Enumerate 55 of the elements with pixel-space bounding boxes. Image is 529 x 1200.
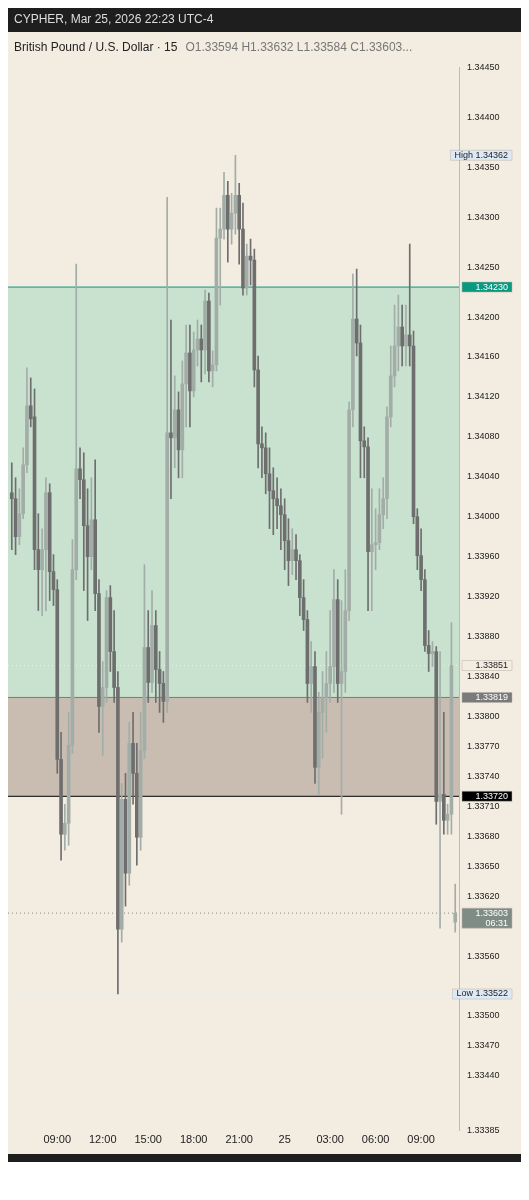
ref-line-label: 1.33851 <box>475 659 508 670</box>
x-tick-label: 15:00 <box>134 1133 162 1146</box>
y-tick-label: 1.33770 <box>467 740 500 751</box>
candlestick <box>169 319 173 500</box>
candlestick <box>442 712 446 835</box>
chart-title: British Pound / U.S. Dollar · 15 <box>14 40 178 54</box>
y-tick-label: 1.33710 <box>467 800 500 811</box>
y-tick-label: 1.34400 <box>467 111 500 122</box>
y-tick-label: 1.34450 <box>467 61 500 72</box>
y-tick-label: 1.33920 <box>467 591 500 602</box>
ref-line-label: 1.34230 <box>475 281 508 292</box>
y-tick-label: 1.33385 <box>467 1125 500 1136</box>
ref-line-label: 1.33720 <box>475 790 508 801</box>
x-tick-label: 25 <box>278 1133 291 1146</box>
y-tick-label: 1.34000 <box>467 511 500 522</box>
candlestick <box>199 324 204 383</box>
candlestick <box>290 528 295 575</box>
ref-line-label: Low 1.33522 <box>456 988 508 999</box>
y-tick-label: 1.33680 <box>467 830 500 841</box>
y-tick-label: 1.33840 <box>467 670 500 681</box>
y-tick-label: 1.34200 <box>467 311 500 322</box>
candlestick <box>453 883 458 933</box>
ref-line-label: High 1.34362 <box>454 149 508 160</box>
x-tick-label: 03:00 <box>316 1133 344 1146</box>
x-tick-label: 12:00 <box>88 1133 117 1146</box>
y-tick-label: 1.33560 <box>467 950 500 961</box>
candlestick <box>438 651 442 929</box>
y-tick-label: 1.34250 <box>467 261 500 272</box>
y-tick-label: 1.34040 <box>467 471 500 482</box>
y-tick-label: 1.33650 <box>467 860 500 871</box>
candlestick <box>309 641 314 713</box>
y-tick-label: 1.34300 <box>467 211 500 222</box>
y-tick-label: 1.33960 <box>467 551 500 562</box>
y-tick-label: 1.33740 <box>467 770 500 781</box>
y-tick-label: 1.33440 <box>467 1070 500 1081</box>
chart-subtitle: O1.33594 H1.33632 L1.33584 C1.33603... <box>185 40 413 54</box>
ref-line-label: 1.33819 <box>475 691 508 702</box>
y-tick-label: 1.34120 <box>467 391 500 402</box>
ref-line-label: 1.33603 06:31 <box>475 907 508 928</box>
x-tick-label: 21:00 <box>225 1133 253 1146</box>
x-tick-label: 18:00 <box>179 1133 208 1146</box>
y-tick-label: 1.33800 <box>467 710 500 721</box>
y-tick-label: 1.33880 <box>467 631 500 642</box>
x-tick-label: 09:00 <box>407 1133 435 1146</box>
candlestick <box>404 304 408 367</box>
x-tick-label: 09:00 <box>43 1133 72 1146</box>
y-tick-label: 1.34160 <box>467 351 500 362</box>
text: CYPHER, Mar 25, 2026 22:23 UTC-4 <box>14 12 214 26</box>
y-tick-label: 1.34080 <box>467 431 500 442</box>
y-tick-label: 1.33620 <box>467 890 500 901</box>
y-tick-label: 1.33470 <box>467 1040 500 1051</box>
y-tick-label: 1.33500 <box>467 1010 500 1021</box>
x-tick-label: 06:00 <box>361 1133 390 1146</box>
y-tick-label: 1.34350 <box>467 161 500 172</box>
candlestick <box>370 488 374 611</box>
